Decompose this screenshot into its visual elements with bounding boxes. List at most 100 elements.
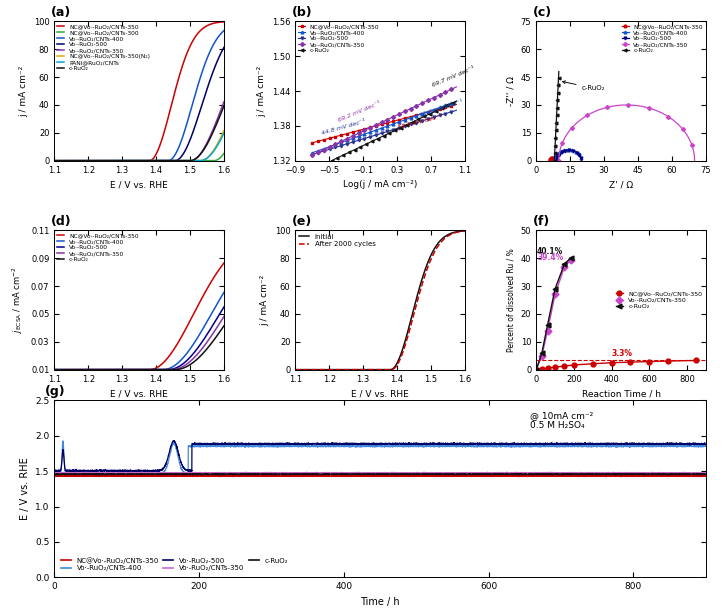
- Y-axis label: $j_{\rm ECSA}$ / mA cm$^{-2}$: $j_{\rm ECSA}$ / mA cm$^{-2}$: [11, 266, 25, 334]
- NC@Vo·-RuO₂/CNTs-350(N₂): [151, 157, 159, 164]
- Vo·-RuO₂/CNTs-350: [219, 98, 228, 106]
- c-RuO₂: [428, 109, 437, 116]
- X-axis label: Time / h: Time / h: [361, 597, 400, 607]
- Vo·-RuO₂/CNTs-350: [151, 366, 160, 373]
- NC@Vo·-RuO₂/CNTs-350: [203, 21, 212, 29]
- c-RuO₂: [153, 366, 162, 373]
- Y-axis label: -Z'' / Ω: -Z'' / Ω: [506, 76, 515, 106]
- Line: Vo·-RuO₂/CNTs-350: Vo·-RuO₂/CNTs-350: [311, 86, 458, 156]
- Vo·-RuO₂/CNTs-350: [50, 157, 59, 164]
- Vo·-RuO₂-500: [586, 440, 594, 447]
- Line: NC@Vo·-RuO₂/CNTs-300: NC@Vo·-RuO₂/CNTs-300: [54, 153, 224, 161]
- c-RuO₂: [50, 470, 59, 478]
- Vo·-RuO₂/CNTs-350: [219, 313, 228, 320]
- c-RuO₂: [153, 157, 162, 164]
- Vo·-RuO₂/CNTs-400: [393, 119, 402, 126]
- Vo·-RuO₂/CNTs-400: [153, 366, 162, 373]
- PANi@RuO₂/CNTs: [151, 157, 159, 164]
- NC@Vo·-RuO₂/CNTs-350: [550, 155, 559, 162]
- NC@Vo·-RuO₂/CNTs-350(N₂): [151, 157, 160, 164]
- Vo·-RuO₂/CNTs-400: [50, 366, 59, 373]
- NC@Vo·-RuO₂/CNTs-350: [664, 357, 673, 365]
- Vo·-RuO₂/CNTs-350: [308, 152, 317, 159]
- NC@Vo·-RuO₂/CNTs-350: [429, 107, 438, 114]
- NC@Vo·-RuO₂/CNTs-300: [153, 157, 162, 164]
- Line: Vo·-RuO₂-500: Vo·-RuO₂-500: [54, 441, 706, 472]
- NC@Vo·-RuO₂/CNTs-300: [151, 157, 159, 164]
- Vo·-RuO₂-500: [50, 157, 59, 164]
- Vo·-RuO₂/CNTs-350: [393, 111, 402, 119]
- Text: (f): (f): [533, 214, 550, 227]
- NC@Vo·-RuO₂/CNTs-350: [299, 473, 308, 480]
- Initial: [395, 355, 403, 362]
- Vo·-RuO₂/CNTs-350: [567, 256, 576, 263]
- Vo·-RuO₂/CNTs-350: [151, 157, 159, 164]
- Y-axis label: j / mA cm⁻²: j / mA cm⁻²: [19, 65, 28, 117]
- Vo·-RuO₂/CNTs-350: [193, 153, 202, 161]
- Vo·-RuO₂-500: [394, 125, 403, 132]
- Vo·-RuO₂/CNTs-400: [441, 442, 450, 450]
- PANi@RuO₂/CNTs: [203, 154, 212, 161]
- NC@Vo·-RuO₂/CNTs-350: [551, 364, 560, 371]
- Text: 3.3%: 3.3%: [612, 349, 633, 358]
- After 2000 cycles: [445, 232, 453, 239]
- Line: Vo·-RuO₂-500: Vo·-RuO₂-500: [311, 109, 458, 156]
- Vo·-RuO₂-500: [429, 114, 438, 121]
- Initial: [392, 362, 400, 369]
- NC@Vo·-RuO₂/CNTs-350: [153, 146, 162, 153]
- Vo·-RuO₂/CNTs-400: [571, 148, 580, 155]
- NC@Vo·-RuO₂/CNTs-350(N₂): [51, 157, 59, 164]
- NC@Vo·-RuO₂/CNTs-350: [692, 357, 701, 364]
- Initial: [392, 361, 400, 368]
- NC@Vo·-RuO₂/CNTs-350: [589, 360, 597, 367]
- NC@Vo·-RuO₂/CNTs-350: [532, 366, 541, 373]
- X-axis label: E / V vs. RHE: E / V vs. RHE: [110, 180, 168, 189]
- c-RuO₂: [552, 127, 560, 134]
- Legend: NC@Vo·-RuO₂/CNTs-350, NC@Vo·-RuO₂/CNTs-300, Vo·-RuO₂/CNTs-400, Vo·-RuO₂-500, Vo·: NC@Vo·-RuO₂/CNTs-350, NC@Vo·-RuO₂/CNTs-3…: [56, 23, 151, 72]
- c-RuO₂: [446, 100, 455, 108]
- Vo·-RuO₂/CNTs-350: [193, 351, 202, 358]
- Legend: NC@Vo·-RuO₂/CNTs-350, Vo·-RuO₂/CNTs-400, Vo·-RuO₂-500, Vo·-RuO₂/CNTs-350, c-RuO₂: NC@Vo·-RuO₂/CNTs-350, Vo·-RuO₂/CNTs-400,…: [56, 232, 140, 263]
- Line: NC@Vo·-RuO₂/CNTs-350: NC@Vo·-RuO₂/CNTs-350: [54, 263, 224, 370]
- NC@Vo·-RuO₂/CNTs-350(N₂): [153, 157, 162, 164]
- Line: Vo·-RuO₂/CNTs-400: Vo·-RuO₂/CNTs-400: [311, 100, 458, 154]
- Vo·-RuO₂-500: [552, 157, 561, 164]
- NC@Vo·-RuO₂/CNTs-350: [550, 155, 559, 162]
- Initial: [291, 366, 300, 373]
- Vo·-RuO₂/CNTs-350: [439, 90, 447, 97]
- NC@Vo·-RuO₂/CNTs-300: [193, 157, 202, 164]
- c-RuO₂: [502, 470, 511, 477]
- Vo·-RuO₂/CNTs-400: [563, 146, 572, 153]
- Line: NC@Vo·-RuO₂/CNTs-350: NC@Vo·-RuO₂/CNTs-350: [534, 358, 699, 372]
- Vo·-RuO₂/CNTs-350: [51, 157, 59, 164]
- PANi@RuO₂/CNTs: [50, 157, 59, 164]
- Vo·-RuO₂/CNTs-400: [452, 98, 460, 105]
- Vo·-RuO₂/CNTs-400: [439, 103, 447, 110]
- Vo·-RuO₂-500: [203, 82, 212, 89]
- c-RuO₂: [473, 471, 482, 478]
- NC@Vo·-RuO₂/CNTs-350: [308, 139, 316, 147]
- Vo·-RuO₂-500: [569, 147, 578, 155]
- Legend: NC@Vo·-RuO₂/CNTs-350, Vo·-RuO₂/CNTs-350, c-RuO₂: NC@Vo·-RuO₂/CNTs-350, Vo·-RuO₂/CNTs-350,…: [615, 290, 703, 310]
- Vo·-RuO₂/CNTs-350: [560, 263, 569, 270]
- Vo·-RuO₂/CNTs-400: [151, 157, 160, 164]
- Vo·-RuO₂/CNTs-350: [168, 469, 177, 477]
- Line: Vo·-RuO₂-500: Vo·-RuO₂-500: [54, 47, 224, 161]
- NC@Vo·-RuO₂/CNTs-350: [551, 155, 560, 162]
- Vo·-RuO₂-500: [151, 157, 159, 164]
- NC@Vo·-RuO₂/CNTs-350: [473, 473, 482, 480]
- Vo·-RuO₂/CNTs-400: [474, 443, 483, 450]
- Vo·-RuO₂-500: [193, 345, 202, 352]
- Vo·-RuO₂/CNTs-400: [59, 437, 67, 445]
- Text: c-RuO₂: c-RuO₂: [563, 81, 605, 91]
- Line: Vo·-RuO₂/CNTs-400: Vo·-RuO₂/CNTs-400: [553, 148, 583, 162]
- Vo·-RuO₂/CNTs-400: [193, 84, 202, 91]
- Vo·-RuO₂/CNTs-350: [203, 337, 212, 344]
- After 2000 cycles: [460, 227, 469, 235]
- NC@Vo·-RuO₂/CNTs-350: [219, 259, 228, 266]
- c-RuO₂: [342, 150, 351, 157]
- NC@Vo·-RuO₂/CNTs-350: [51, 366, 59, 373]
- Vo·-RuO₂/CNTs-350: [610, 102, 619, 109]
- Vo·-RuO₂/CNTs-350: [647, 105, 656, 112]
- NC@Vo·-RuO₂/CNTs-350: [550, 155, 559, 162]
